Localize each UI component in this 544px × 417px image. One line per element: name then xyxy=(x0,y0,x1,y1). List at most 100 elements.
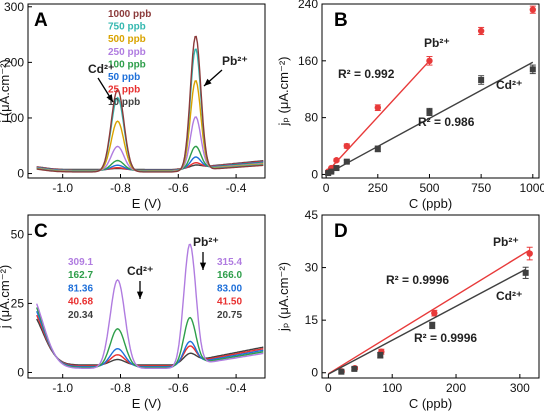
arrow-head xyxy=(106,94,113,102)
x-axis-title: C (ppb) xyxy=(409,396,452,411)
x-axis-title: C (ppb) xyxy=(409,196,452,211)
plot-frame xyxy=(321,3,540,179)
series-label: Pb²⁺ xyxy=(493,235,519,249)
series-line xyxy=(36,311,264,368)
x-tick-label: -0.6 xyxy=(168,181,189,195)
series-line xyxy=(36,314,264,367)
data-point xyxy=(377,352,384,359)
x-axis-title: E (V) xyxy=(132,196,162,211)
y-axis-title: jₚ (μA.cm⁻²) xyxy=(276,56,291,126)
y-tick-label: 25 xyxy=(11,296,25,310)
x-tick-label: -0.8 xyxy=(110,381,131,395)
y-tick-label: 50 xyxy=(11,227,25,241)
series-line xyxy=(36,116,264,172)
legend-entry: 250 ppb xyxy=(108,47,146,58)
y-tick-label: 45 xyxy=(305,208,319,222)
data-point xyxy=(522,269,529,276)
series-line xyxy=(36,243,264,369)
fit-line xyxy=(325,61,534,176)
legend-entry: 10 ppb xyxy=(108,97,140,108)
x-tick-label: -0.4 xyxy=(226,181,247,195)
pb-label: Pb²⁺ xyxy=(222,54,248,68)
series-line xyxy=(36,318,264,366)
x-tick-label: 300 xyxy=(510,381,530,395)
r2-label: R² = 0.9996 xyxy=(386,273,449,287)
pb-legend-value: 20.75 xyxy=(217,310,242,321)
fit-line xyxy=(325,60,430,174)
y-tick-label: 0 xyxy=(311,167,318,181)
series-label: Cd²⁺ xyxy=(496,289,522,303)
y-tick-label: 100 xyxy=(4,111,24,125)
x-tick-label: -1.0 xyxy=(52,181,73,195)
y-tick-label: 80 xyxy=(305,111,319,125)
y-tick-label: 240 xyxy=(298,0,318,11)
y-axis-title: jₚ (μA.cm⁻²) xyxy=(276,262,291,332)
data-point xyxy=(374,104,381,111)
x-tick-label: -1.0 xyxy=(52,381,73,395)
data-point xyxy=(529,6,536,13)
cd-legend-value: 309.1 xyxy=(68,257,93,268)
x-tick-label: -0.8 xyxy=(110,181,131,195)
data-point xyxy=(374,145,381,152)
r2-label: R² = 0.992 xyxy=(338,67,395,81)
data-point xyxy=(333,157,340,164)
data-point xyxy=(426,57,433,65)
series-line xyxy=(36,80,264,172)
data-point xyxy=(429,322,436,329)
y-tick-label: 0 xyxy=(311,366,318,380)
data-point xyxy=(338,368,345,375)
panel-letter: A xyxy=(34,10,48,31)
cd-legend-value: 40.68 xyxy=(68,297,93,308)
data-point xyxy=(426,108,433,115)
series-label: Pb²⁺ xyxy=(424,36,450,50)
pb-legend-value: 83.00 xyxy=(217,283,242,294)
panel-c: -1.0 -0.8 -0.6 -0.4 0 25 50 E (V) j (μA.cm⁻²) C 30… xyxy=(0,214,266,411)
x-tick-label: 750 xyxy=(471,181,491,195)
y-axis-title: j (μA.cm⁻²) xyxy=(0,265,12,329)
x-axis-title: E (V) xyxy=(132,396,162,411)
data-point xyxy=(477,27,485,35)
cd-legend-value: 20.34 xyxy=(68,310,93,321)
data-point xyxy=(333,165,340,172)
panel-a: -1.0 -0.8 -0.6 -0.4 0 100 200 300 E (V) j (μA.cm⁻… xyxy=(0,0,266,211)
panel-d: 0 100 200 300 0 15 30 45 C (ppb) jₚ (μA.cm⁻²) D Pb²… xyxy=(276,208,540,411)
arrow-head xyxy=(199,262,207,270)
data-point xyxy=(325,170,332,177)
data-point xyxy=(351,365,358,372)
series-line xyxy=(36,35,264,173)
arrow-head xyxy=(136,291,144,299)
plot-frame xyxy=(27,214,266,379)
data-point xyxy=(343,142,350,150)
data-point xyxy=(343,158,350,165)
cd-label: Cd²⁺ xyxy=(88,62,114,76)
y-tick-label: 30 xyxy=(305,261,319,275)
arrow-head xyxy=(204,78,212,86)
y-tick-label: 0 xyxy=(17,167,24,181)
data-point xyxy=(529,66,536,73)
x-tick-label: 0 xyxy=(325,381,332,395)
y-tick-label: 300 xyxy=(4,0,24,14)
fit-line xyxy=(328,249,531,375)
legend-entry: 25 ppb xyxy=(108,85,140,96)
data-point xyxy=(328,168,335,175)
x-tick-label: 200 xyxy=(446,381,466,395)
fit-line xyxy=(328,268,526,375)
data-point xyxy=(526,250,533,257)
cd-legend-value: 162.7 xyxy=(68,270,93,281)
x-tick-label: 500 xyxy=(419,181,439,195)
x-tick-label: -0.4 xyxy=(226,381,247,395)
legend-entry: 750 ppb xyxy=(108,22,146,33)
cd-legend-value: 81.36 xyxy=(68,283,93,294)
legend-entry: 50 ppb xyxy=(108,72,140,83)
x-tick-label: -0.6 xyxy=(168,381,189,395)
legend-entry: 100 ppb xyxy=(108,59,146,70)
data-point xyxy=(478,76,485,83)
panel-letter: D xyxy=(334,221,348,242)
pb-legend-value: 41.50 xyxy=(217,297,242,308)
y-tick-label: 0 xyxy=(17,365,24,379)
panel-b: 0 250 500 750 1000 0 80 160 240 C (ppb) jₚ (μA.cm⁻… xyxy=(276,0,544,211)
x-tick-label: 100 xyxy=(382,381,402,395)
x-tick-label: 0 xyxy=(323,181,330,195)
panel-letter: B xyxy=(334,10,348,31)
